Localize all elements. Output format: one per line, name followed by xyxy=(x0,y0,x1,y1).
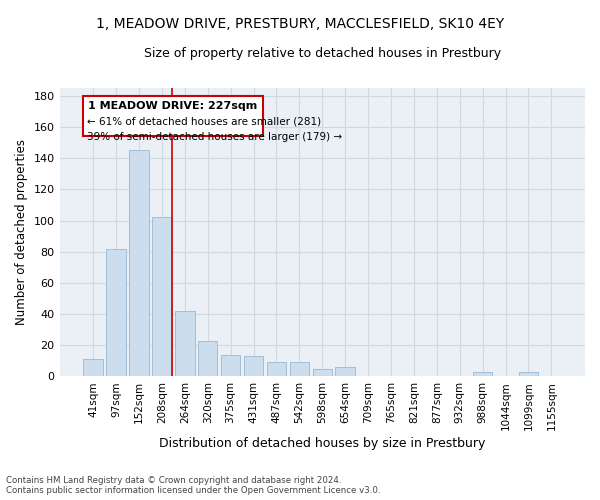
Y-axis label: Number of detached properties: Number of detached properties xyxy=(15,139,28,325)
Bar xyxy=(106,248,126,376)
Bar xyxy=(152,218,172,376)
X-axis label: Distribution of detached houses by size in Prestbury: Distribution of detached houses by size … xyxy=(159,437,485,450)
Text: Contains HM Land Registry data © Crown copyright and database right 2024.
Contai: Contains HM Land Registry data © Crown c… xyxy=(6,476,380,495)
Text: 1 MEADOW DRIVE: 227sqm: 1 MEADOW DRIVE: 227sqm xyxy=(88,100,257,110)
Text: 1, MEADOW DRIVE, PRESTBURY, MACCLESFIELD, SK10 4EY: 1, MEADOW DRIVE, PRESTBURY, MACCLESFIELD… xyxy=(96,18,504,32)
Bar xyxy=(83,96,263,136)
Bar xyxy=(221,354,241,376)
Text: ← 61% of detached houses are smaller (281): ← 61% of detached houses are smaller (28… xyxy=(88,116,322,126)
Text: 39% of semi-detached houses are larger (179) →: 39% of semi-detached houses are larger (… xyxy=(88,132,343,141)
Bar xyxy=(519,372,538,376)
Bar xyxy=(244,356,263,376)
Bar xyxy=(83,360,103,376)
Bar xyxy=(313,368,332,376)
Bar xyxy=(198,340,217,376)
Bar xyxy=(175,311,194,376)
Bar xyxy=(290,362,309,376)
Title: Size of property relative to detached houses in Prestbury: Size of property relative to detached ho… xyxy=(144,48,501,60)
Bar xyxy=(473,372,493,376)
Bar xyxy=(129,150,149,376)
Bar xyxy=(267,362,286,376)
Bar xyxy=(335,367,355,376)
